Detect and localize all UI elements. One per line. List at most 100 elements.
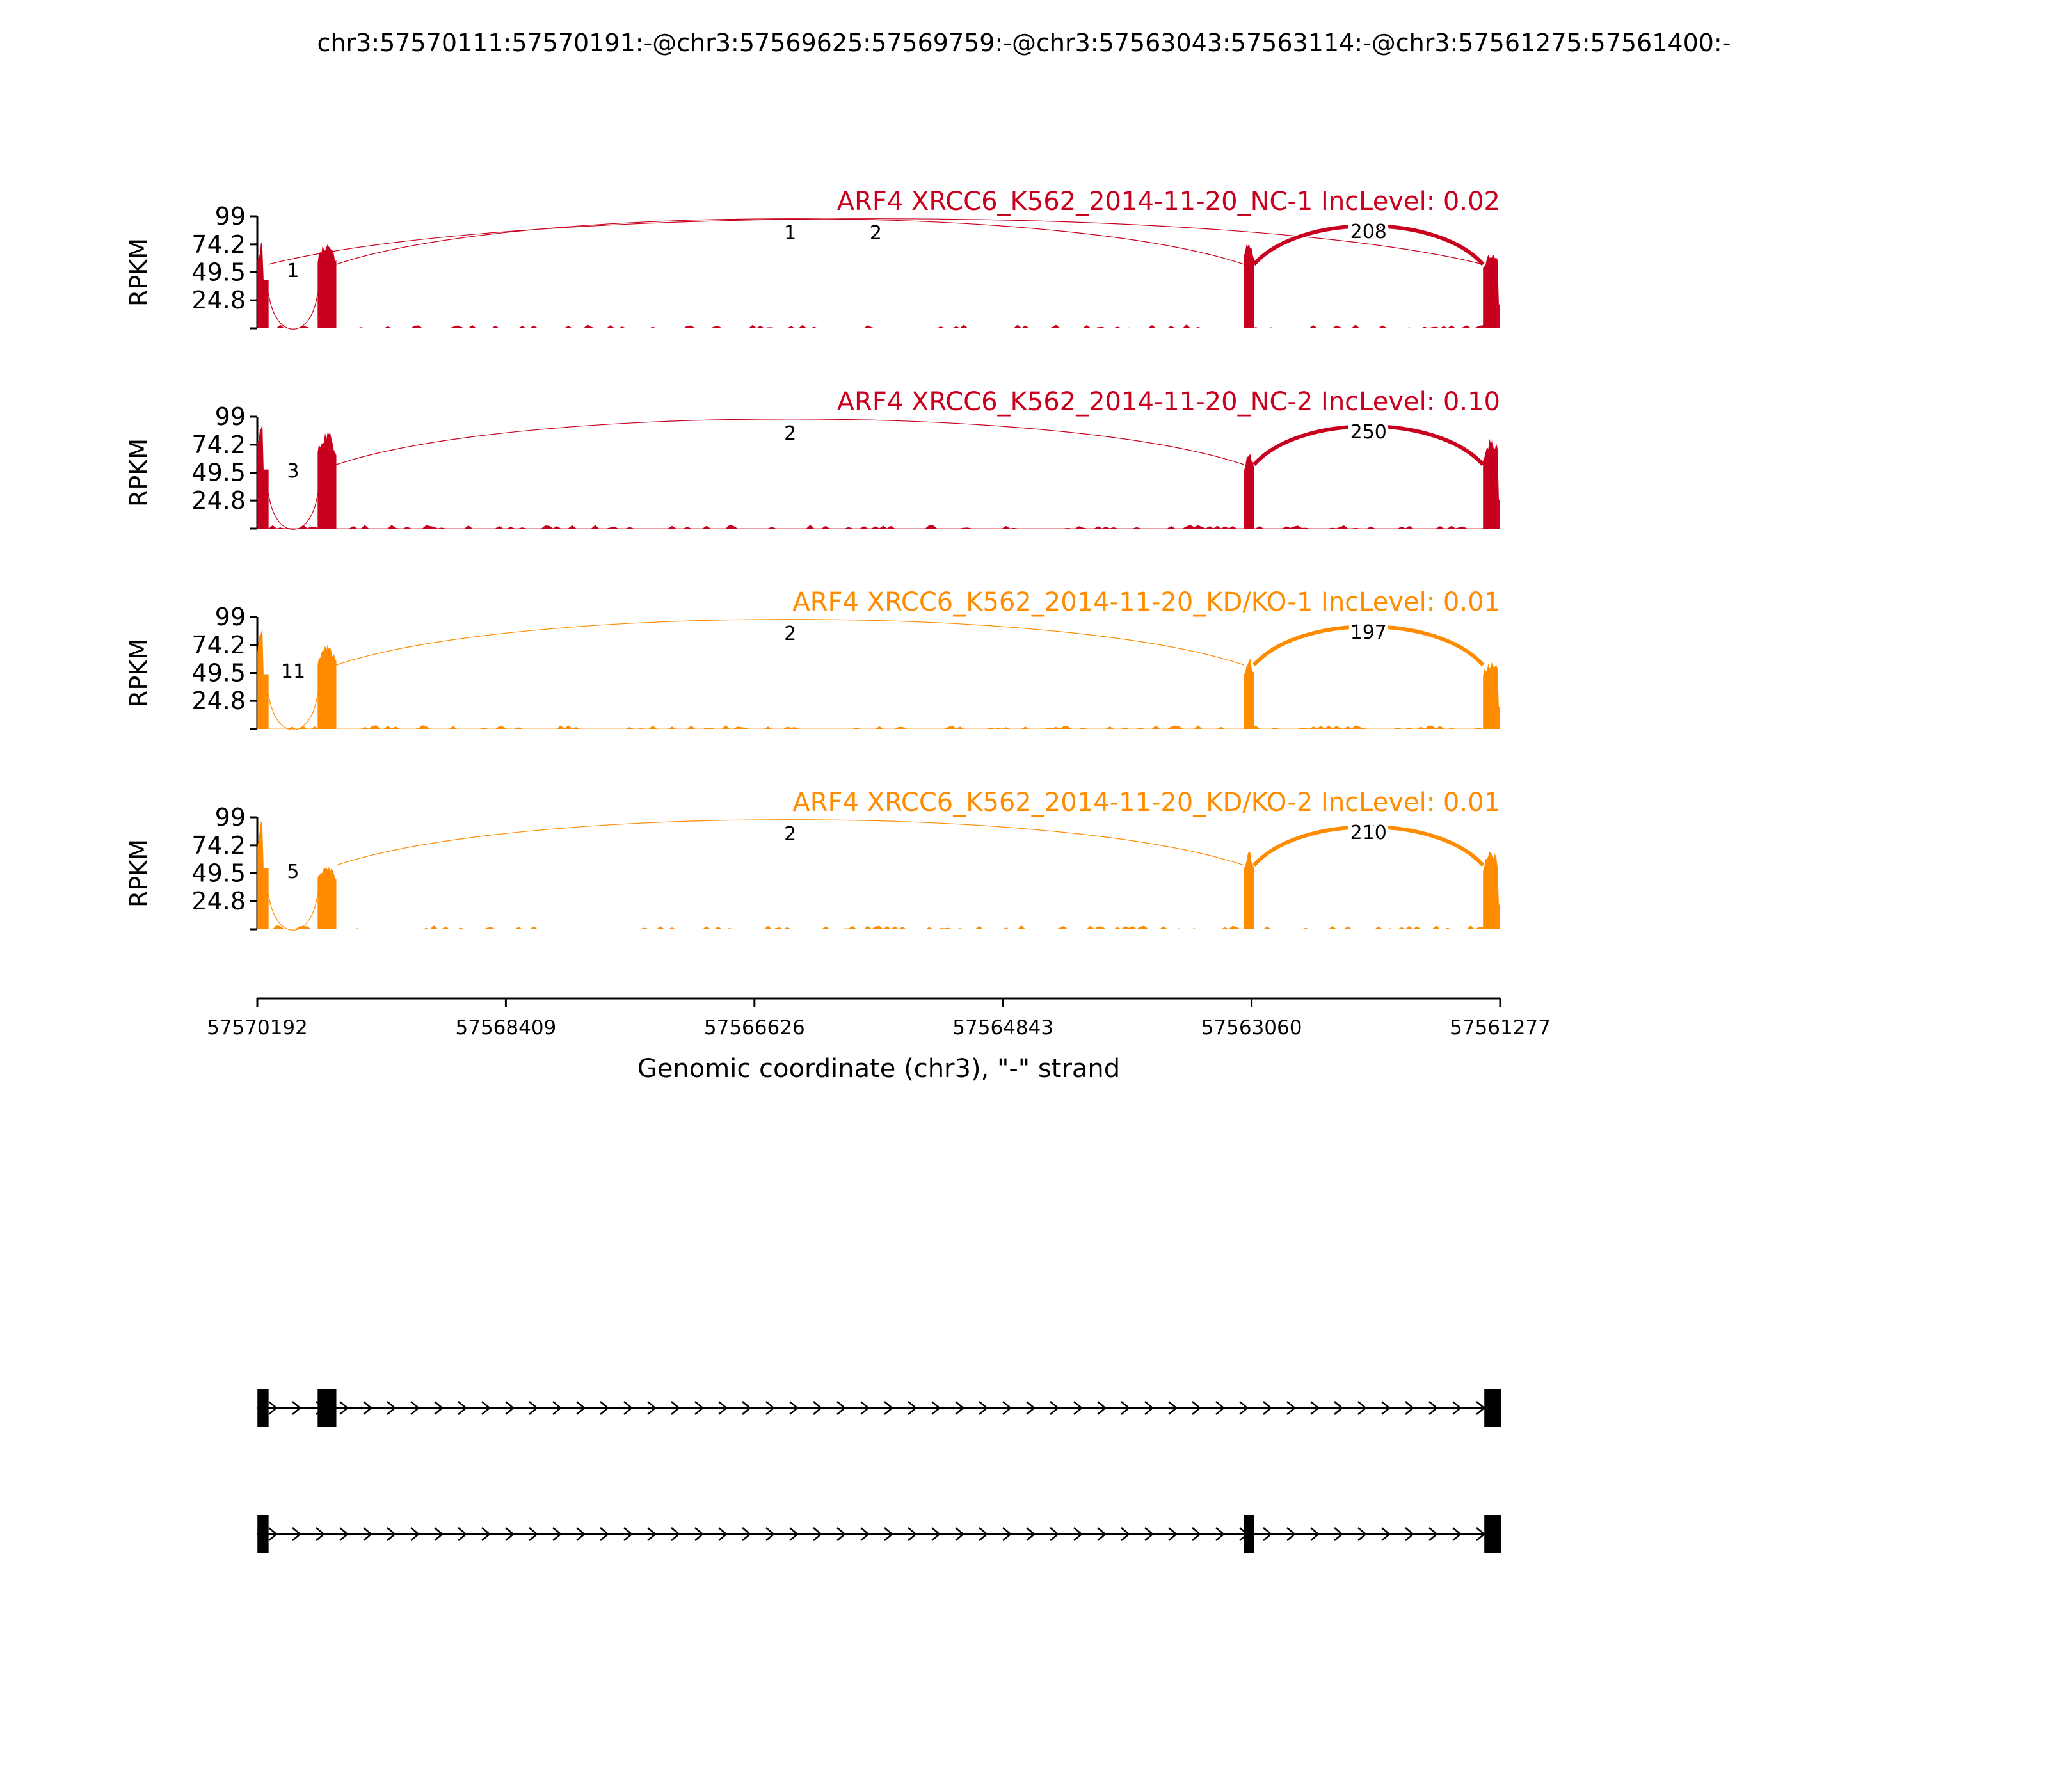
sashimi-panel-4: 24.849.574.299 RPKM 5 2 210 ARF4 XRCC6_K562_2… <box>125 788 1500 931</box>
strand-arrow <box>268 1401 278 1415</box>
x-tick-label: 57568409 <box>456 1016 557 1039</box>
strand-arrow <box>1168 1527 1178 1541</box>
strand-arrow <box>1286 1401 1296 1415</box>
strand-arrow <box>1428 1401 1438 1415</box>
junction-arc <box>268 693 318 730</box>
x-tick-label: 57570192 <box>207 1016 308 1039</box>
strand-arrow <box>268 1527 278 1541</box>
strand-arrow <box>623 1401 633 1415</box>
strand-arrow <box>765 1527 775 1541</box>
strand-arrow <box>694 1401 704 1415</box>
sashimi-panel-2: 24.849.574.299 RPKM 3 2 250 ARF4 XRCC6_K562_2… <box>125 387 1500 530</box>
strand-arrow <box>292 1527 301 1541</box>
strand-arrow <box>789 1527 799 1541</box>
strand-arrow <box>387 1527 396 1541</box>
junction-count-label: 2 <box>784 823 796 845</box>
y-tick-label: 99 <box>215 403 246 431</box>
junction-count-label: 11 <box>281 660 305 683</box>
y-axis-label: RPKM <box>125 839 153 908</box>
strand-arrow <box>316 1527 325 1541</box>
strand-arrow <box>908 1401 917 1415</box>
strand-arrow <box>1381 1527 1391 1541</box>
strand-arrow <box>529 1527 538 1541</box>
junction-count-label: 250 <box>1350 421 1387 444</box>
isoform-exon-4 <box>1484 1389 1501 1427</box>
isoform-exon-3 <box>1244 1515 1254 1553</box>
isoform-exon-1 <box>257 1389 269 1427</box>
coverage-background <box>257 725 1500 729</box>
strand-arrow <box>339 1401 349 1415</box>
strand-arrow <box>292 1401 301 1415</box>
y-tick-label: 99 <box>215 202 246 230</box>
strand-arrow <box>1192 1401 1201 1415</box>
strand-arrow <box>742 1401 751 1415</box>
strand-arrow <box>481 1527 491 1541</box>
strand-arrow <box>1239 1401 1249 1415</box>
strand-arrow <box>1310 1401 1320 1415</box>
strand-arrow <box>623 1527 633 1541</box>
strand-arrow <box>908 1527 917 1541</box>
strand-arrow <box>1121 1401 1130 1415</box>
strand-arrow <box>836 1401 846 1415</box>
y-tick-label: 99 <box>215 603 246 631</box>
y-tick-label: 24.8 <box>191 286 246 314</box>
strand-arrow <box>434 1401 444 1415</box>
strand-arrow <box>458 1401 467 1415</box>
strand-arrow <box>742 1527 751 1541</box>
strand-arrow <box>434 1527 444 1541</box>
strand-arrow <box>1168 1401 1178 1415</box>
y-tick-label: 49.5 <box>191 259 246 287</box>
junction-arc <box>1252 424 1485 467</box>
y-tick-label: 74.2 <box>191 631 246 659</box>
strand-arrow <box>1476 1527 1485 1541</box>
isoform-exon-4 <box>1484 1515 1501 1553</box>
y-tick-label: 74.2 <box>191 230 246 259</box>
strand-arrow <box>1050 1527 1059 1541</box>
strand-arrow <box>765 1401 775 1415</box>
junction-arc <box>268 893 318 931</box>
exon-coverage-4 <box>1483 438 1500 529</box>
coverage-background <box>257 525 1500 529</box>
junction-arc <box>268 218 1484 265</box>
strand-arrow <box>884 1401 893 1415</box>
strand-arrow <box>552 1401 562 1415</box>
isoform-models <box>257 1389 1501 1553</box>
panel-label: ARF4 XRCC6_K562_2014-11-20_NC-1 IncLevel… <box>837 187 1500 216</box>
strand-arrow <box>1405 1527 1414 1541</box>
x-axis: 57570192 57568409 57566626 57564843 57563060… <box>207 997 1551 1084</box>
strand-arrow <box>694 1527 704 1541</box>
isoform-exon-1 <box>257 1515 269 1553</box>
strand-arrow <box>576 1401 586 1415</box>
isoform-model-1 <box>257 1389 1501 1427</box>
exon-coverage-3 <box>1244 453 1254 529</box>
strand-arrow <box>931 1527 941 1541</box>
strand-arrow <box>363 1401 372 1415</box>
y-axis-label: RPKM <box>125 438 153 507</box>
strand-arrow <box>1286 1527 1296 1541</box>
strand-arrow <box>1334 1401 1343 1415</box>
exon-coverage-2 <box>317 244 337 328</box>
strand-arrow <box>789 1401 799 1415</box>
strand-arrow <box>979 1401 988 1415</box>
strand-arrow <box>1476 1401 1485 1415</box>
y-tick-label: 24.8 <box>191 687 246 715</box>
junction-count-label: 2 <box>870 222 882 244</box>
junction-arc <box>1252 825 1485 867</box>
strand-arrow <box>339 1527 349 1541</box>
strand-arrow <box>1002 1527 1012 1541</box>
strand-arrow <box>387 1401 396 1415</box>
strand-arrow <box>718 1401 728 1415</box>
strand-arrow <box>1428 1527 1438 1541</box>
exon-coverage-3 <box>1244 243 1254 328</box>
exon-coverage-4 <box>1483 852 1500 929</box>
junction-arc <box>336 819 1245 866</box>
junction-arc <box>268 292 318 330</box>
strand-arrow <box>671 1527 680 1541</box>
sashimi-panel-3: 24.849.574.299 RPKM 11 2 197 ARF4 XRCC6_K562_… <box>125 588 1500 730</box>
junction-count-label: 1 <box>287 260 299 282</box>
y-axis-label: RPKM <box>125 639 153 707</box>
y-tick-label: 24.8 <box>191 486 246 515</box>
strand-arrow <box>600 1401 609 1415</box>
strand-arrow <box>505 1527 515 1541</box>
